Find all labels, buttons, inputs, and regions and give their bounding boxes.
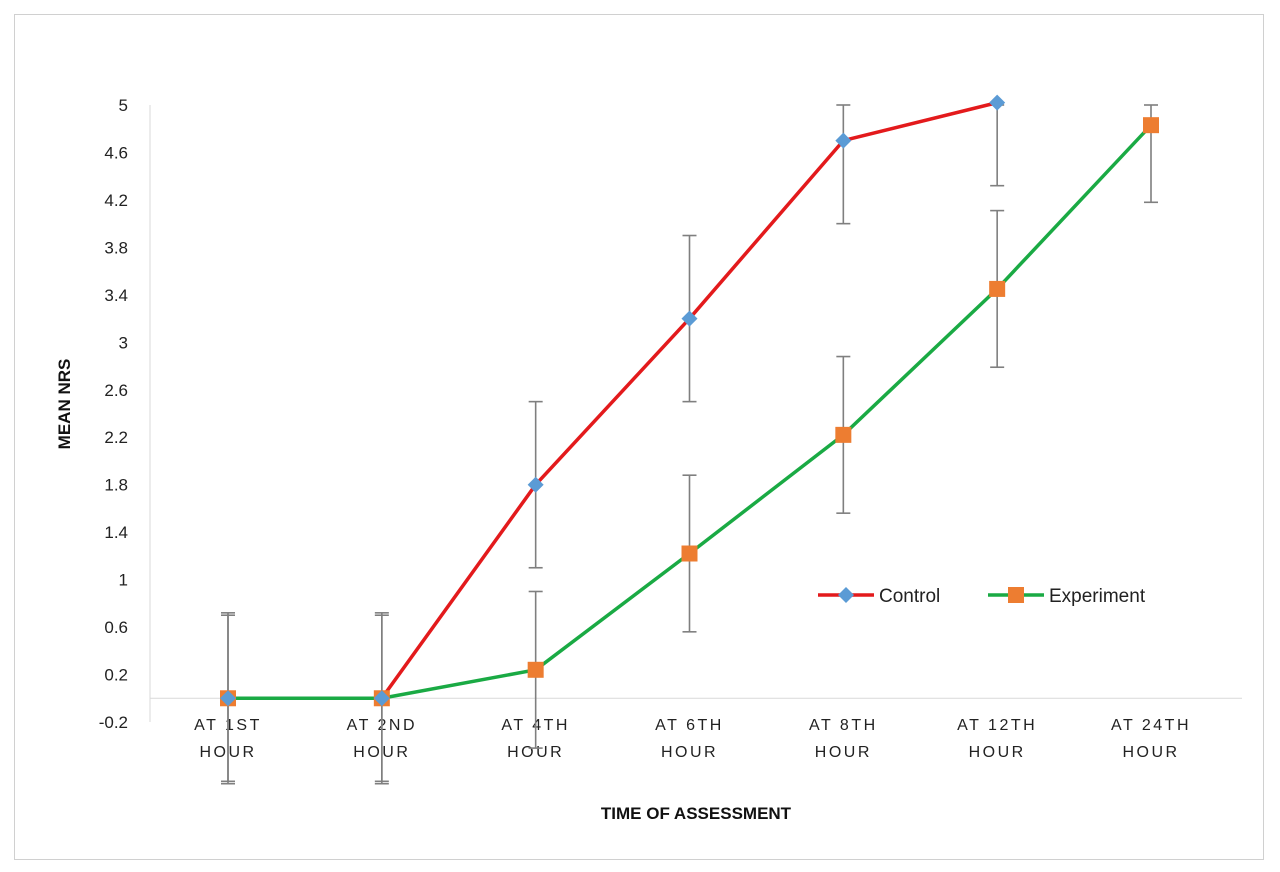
x-axis-title: TIME OF ASSESSMENT bbox=[601, 804, 792, 823]
x-tick-label: AT 1ST bbox=[194, 717, 262, 734]
y-tick-label: 2.6 bbox=[104, 381, 128, 400]
data-point-control bbox=[527, 476, 544, 493]
y-tick-label: 1.8 bbox=[104, 476, 128, 495]
series-markers bbox=[220, 94, 1159, 707]
x-tick-label: HOUR bbox=[199, 744, 256, 761]
y-tick-label: 3.4 bbox=[104, 286, 128, 305]
x-tick-label: AT 6TH bbox=[655, 717, 724, 734]
x-tick-label: AT 24TH bbox=[1111, 717, 1191, 734]
x-tick-label: AT 2ND bbox=[347, 717, 417, 734]
y-tick-label: 2.2 bbox=[104, 428, 128, 447]
y-axis: -0.2 0.2 0.6 1 1.4 1.8 2.2 2.6 3 3.4 3.8 4.2 4.6 5 bbox=[99, 96, 151, 732]
y-axis-title: MEAN NRS bbox=[55, 359, 74, 450]
data-point-experiment bbox=[681, 545, 698, 562]
y-tick-label: 3.8 bbox=[104, 238, 128, 257]
y-tick-label: 1.4 bbox=[104, 523, 128, 542]
y-tick-label: 0.6 bbox=[104, 618, 128, 637]
x-axis: AT 1ST HOUR AT 2ND HOUR AT 4TH HOUR AT 6TH HOUR… bbox=[150, 697, 1242, 761]
x-tick-label: AT 12TH bbox=[957, 717, 1037, 734]
x-tick-label: HOUR bbox=[969, 744, 1026, 761]
data-point-experiment bbox=[527, 661, 544, 678]
x-tick-label: HOUR bbox=[1122, 744, 1179, 761]
x-tick-label: HOUR bbox=[815, 744, 872, 761]
data-point-control bbox=[681, 310, 698, 327]
chart-frame bbox=[14, 14, 1264, 860]
data-point-control bbox=[373, 690, 390, 707]
y-tick-label: 4.2 bbox=[104, 191, 128, 210]
y-tick-label: 0.2 bbox=[104, 666, 128, 685]
data-point-experiment bbox=[989, 280, 1006, 297]
data-point-control bbox=[220, 690, 236, 707]
data-point-experiment bbox=[1143, 117, 1159, 134]
legend-marker bbox=[838, 587, 854, 603]
y-tick-label: 3 bbox=[119, 333, 128, 352]
legend-label-control: Control bbox=[879, 586, 940, 607]
x-tick-label: AT 8TH bbox=[809, 717, 878, 734]
data-point-control bbox=[835, 132, 852, 149]
y-tick-label: -0.2 bbox=[99, 713, 128, 732]
data-point-control bbox=[989, 94, 1006, 111]
x-tick-label: HOUR bbox=[507, 744, 564, 761]
y-tick-label: 1 bbox=[119, 571, 128, 590]
legend: Control Experiment bbox=[818, 586, 1146, 607]
error-bars bbox=[221, 104, 1158, 785]
legend-marker bbox=[1008, 587, 1024, 603]
x-tick-label: HOUR bbox=[661, 744, 718, 761]
x-tick-label: HOUR bbox=[353, 744, 410, 761]
y-tick-label: 4.6 bbox=[104, 143, 128, 162]
x-tick-label: AT 4TH bbox=[501, 717, 570, 734]
legend-label-experiment: Experiment bbox=[1049, 586, 1146, 607]
y-tick-label: 5 bbox=[119, 96, 128, 115]
data-point-experiment bbox=[835, 426, 852, 443]
